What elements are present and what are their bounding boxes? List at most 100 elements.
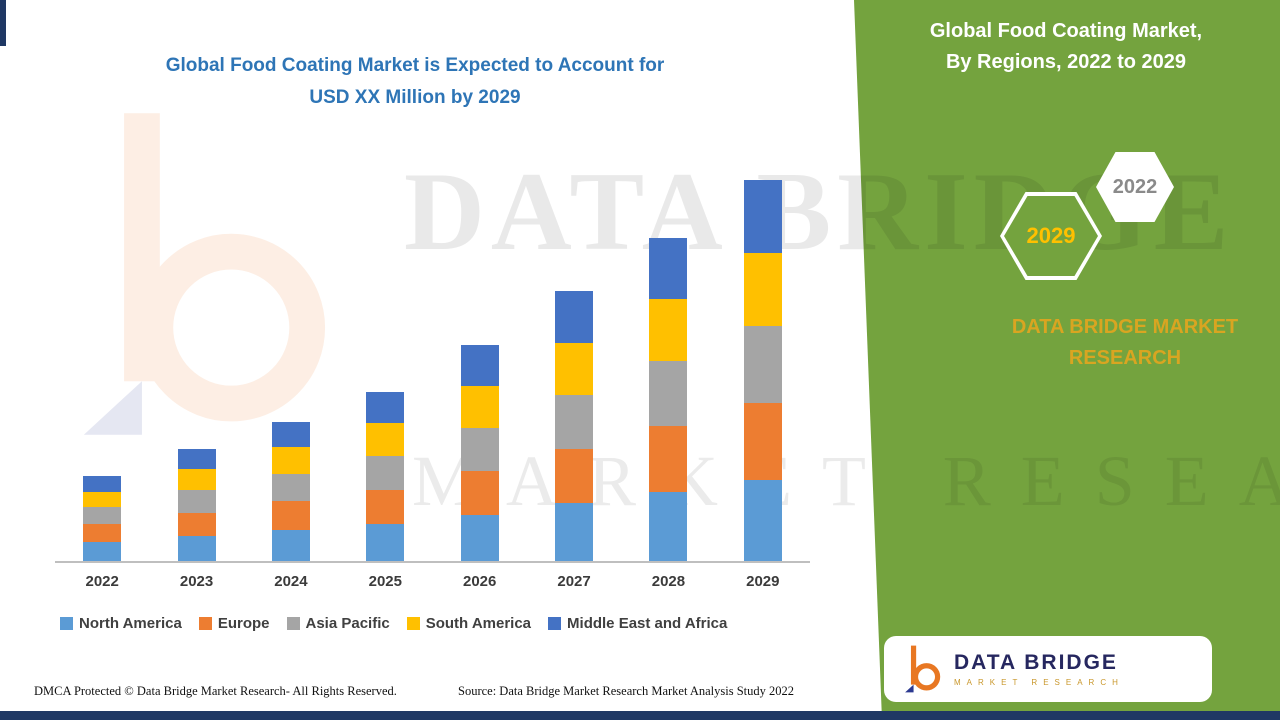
dmca-notice: DMCA Protected © Data Bridge Market Rese… <box>34 684 397 698</box>
legend-label: North America <box>79 615 182 632</box>
stacked-bar-2026 <box>460 345 499 561</box>
legend-item-europe: Europe <box>198 615 270 632</box>
bar-segment-2026-north-america <box>460 514 499 561</box>
hexagon-2022-label: 2022 <box>1112 175 1158 198</box>
x-axis-labels: 2022 2023 2024 2025 2026 2027 2028 2029 <box>55 573 810 590</box>
bar-slot-2028 <box>621 180 715 561</box>
bar-segment-2026-middle-east-and-africa <box>460 345 499 386</box>
hexagon-2022: 2022 <box>1096 152 1174 222</box>
logo-brand-subtitle: MARKET RESEARCH <box>954 678 1124 687</box>
logo-card-text: DATA BRIDGE MARKET RESEARCH <box>954 651 1124 687</box>
panel-brand-text: DATA BRIDGE MARKET RESEARCH <box>955 312 1280 374</box>
bar-segment-2024-europe <box>271 501 310 531</box>
bar-slot-2026 <box>433 180 527 561</box>
bar-segment-2025-middle-east-and-africa <box>366 392 405 424</box>
bar-segment-2028-asia-pacific <box>649 360 688 427</box>
bar-segment-2028-north-america <box>649 491 688 561</box>
bar-slot-2022 <box>55 180 149 561</box>
bar-segment-2022-north-america <box>83 541 122 561</box>
bar-segment-2029-south-america <box>743 253 782 327</box>
top-left-accent-bar <box>0 0 6 46</box>
stacked-bar-2022 <box>83 476 122 561</box>
panel-brand-line1: DATA BRIDGE MARKET <box>1011 316 1239 338</box>
bar-segment-2028-middle-east-and-africa <box>649 237 688 300</box>
chart-title-line1: Global Food Coating Market is Expected t… <box>165 55 665 76</box>
bar-segment-2024-north-america <box>271 530 310 561</box>
legend-label: Middle East and Africa <box>567 615 728 632</box>
hexagon-2029-label: 2029 <box>1026 223 1076 248</box>
bar-segment-2029-europe <box>743 403 782 481</box>
bar-slot-2023 <box>149 180 243 561</box>
hexagon-2029-inner: 2029 <box>1004 196 1098 276</box>
bar-segment-2023-middle-east-and-africa <box>177 449 216 469</box>
green-side-panel <box>854 0 1280 720</box>
x-axis-label-2028: 2028 <box>651 573 686 590</box>
bar-segment-2026-south-america <box>460 385 499 429</box>
bar-segment-2023-south-america <box>177 468 216 490</box>
bar-segment-2023-europe <box>177 512 216 536</box>
bar-slot-2027 <box>527 180 621 561</box>
panel-title: Global Food Coating Market, By Regions, … <box>880 16 1252 78</box>
data-bridge-logo-card: DATA BRIDGE MARKET RESEARCH <box>884 636 1212 702</box>
panel-title-line1: Global Food Coating Market, <box>929 20 1203 42</box>
bar-segment-2022-middle-east-and-africa <box>83 476 122 492</box>
bar-segment-2024-asia-pacific <box>271 473 310 502</box>
bar-segment-2023-asia-pacific <box>177 489 216 513</box>
legend-swatch <box>548 617 562 630</box>
x-axis-label-2027: 2027 <box>557 573 591 590</box>
panel-brand-line2: RESEARCH <box>1068 347 1182 369</box>
stacked-bar-plot <box>55 179 810 563</box>
bar-segment-2022-europe <box>83 524 122 542</box>
legend-item-asia-pacific: Asia Pacific <box>286 615 390 632</box>
x-axis-label-2024: 2024 <box>274 573 308 590</box>
bar-segment-2026-asia-pacific <box>460 428 499 471</box>
bar-segment-2025-north-america <box>366 524 405 561</box>
x-axis-label-2029: 2029 <box>746 573 780 590</box>
legend-label: South America <box>425 615 532 632</box>
bar-segment-2029-middle-east-and-africa <box>743 179 782 254</box>
bar-segment-2027-asia-pacific <box>555 395 594 450</box>
bar-segment-2027-south-america <box>555 343 594 396</box>
bar-segment-2023-north-america <box>177 536 216 561</box>
bar-segment-2024-south-america <box>271 446 310 474</box>
stacked-bar-2028 <box>649 237 688 561</box>
legend-swatch <box>198 617 212 630</box>
stacked-bar-2023 <box>177 449 216 561</box>
bar-segment-2029-asia-pacific <box>743 326 782 404</box>
logo-brand-name: DATA BRIDGE <box>954 651 1118 674</box>
bar-segment-2029-north-america <box>743 480 782 561</box>
bar-segment-2028-south-america <box>649 299 688 361</box>
x-axis-label-2022: 2022 <box>85 573 119 590</box>
legend-swatch <box>286 617 300 630</box>
bar-segment-2027-europe <box>555 449 594 504</box>
bar-segment-2027-middle-east-and-africa <box>555 291 594 344</box>
data-bridge-logo-icon <box>905 645 941 693</box>
panel-title-line2: By Regions, 2022 to 2029 <box>945 51 1187 73</box>
x-axis-label-2026: 2026 <box>463 573 497 590</box>
legend-swatch <box>60 617 73 630</box>
stacked-bar-2029 <box>743 179 782 561</box>
source-note: Source: Data Bridge Market Research Mark… <box>458 684 795 698</box>
bottom-accent-bar <box>0 711 1280 720</box>
chart-legend: North America Europe Asia Pacific South Ame… <box>60 615 830 632</box>
bar-slot-2029 <box>716 179 810 561</box>
legend-item-middle-east-and-africa: Middle East and Africa <box>548 615 727 632</box>
legend-swatch <box>406 617 420 630</box>
chart-title-line2: USD XX Million by 2029 <box>309 87 521 108</box>
bar-segment-2022-south-america <box>83 491 122 508</box>
bar-slot-2025 <box>338 180 432 561</box>
bar-segment-2028-europe <box>649 426 688 492</box>
bar-segment-2024-middle-east-and-africa <box>271 422 310 447</box>
bar-segment-2025-south-america <box>366 423 405 456</box>
legend-item-south-america: South America <box>406 615 532 632</box>
bar-slot-2024 <box>244 180 338 561</box>
stacked-bar-2025 <box>366 392 405 561</box>
legend-label: Asia Pacific <box>305 615 390 632</box>
bar-segment-2022-asia-pacific <box>83 507 122 525</box>
stacked-bar-2024 <box>271 422 310 561</box>
bar-segment-2025-asia-pacific <box>366 455 405 490</box>
x-axis-label-2025: 2025 <box>368 573 402 590</box>
bar-segment-2025-europe <box>366 489 405 525</box>
stacked-bar-2027 <box>555 291 594 561</box>
